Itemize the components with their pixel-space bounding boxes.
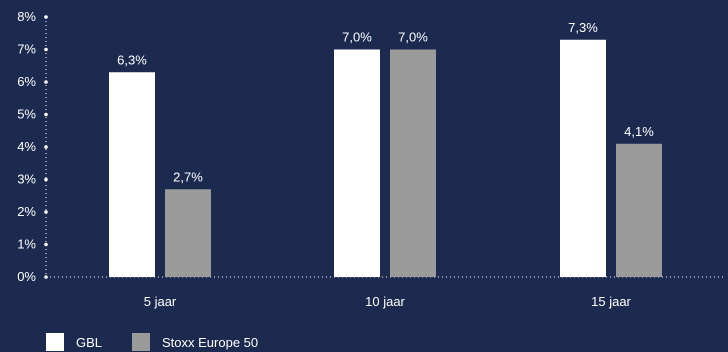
y-tick-label: 5% — [17, 107, 36, 122]
y-tick-dot — [44, 80, 48, 84]
bars — [109, 39, 662, 277]
y-tick-label: 1% — [17, 237, 36, 252]
y-tick-label: 7% — [17, 42, 36, 57]
bar — [616, 143, 662, 277]
y-tick-label: 8% — [17, 9, 36, 24]
legend-item-gbl: GBL — [46, 333, 102, 351]
x-category-label: 10 jaar — [365, 294, 405, 309]
legend: GBL Stoxx Europe 50 — [46, 333, 288, 351]
y-tick-label: 4% — [17, 139, 36, 154]
y-tick-label: 2% — [17, 204, 36, 219]
axes: 0% 1% 2% 3% 4% 5% 6% 7% 8% — [17, 9, 726, 284]
bar — [334, 49, 380, 277]
bar-chart: 0% 1% 2% 3% 4% 5% 6% 7% 8% 6,3% 2,7% 5 jaar 7,0% 7,0… — [17, 9, 726, 309]
y-tick-dot — [44, 210, 48, 214]
bar — [109, 72, 155, 277]
y-tick-dot — [44, 112, 48, 117]
y-tick-label: 0% — [17, 269, 36, 284]
legend-label-stoxx: Stoxx Europe 50 — [162, 334, 259, 350]
data-label: 4,1% — [624, 124, 654, 139]
legend-label-gbl: GBL — [76, 334, 103, 350]
bar — [165, 189, 211, 277]
data-label: 6,3% — [117, 52, 147, 67]
y-tick-label: 3% — [17, 172, 36, 187]
y-tick-dot — [44, 242, 48, 247]
data-label: 2,7% — [173, 169, 203, 184]
x-category-label: 5 jaar — [144, 294, 177, 309]
bar — [560, 39, 606, 277]
y-tick-dot — [44, 15, 48, 19]
y-tick-dot — [44, 145, 48, 149]
y-tick-dot — [44, 47, 48, 52]
x-category-label: 15 jaar — [591, 294, 631, 309]
y-tick-label: 6% — [17, 74, 36, 89]
y-tick-dot — [44, 177, 48, 182]
legend-swatch-gbl — [46, 333, 64, 351]
legend-swatch-stoxx — [132, 333, 151, 351]
labels: 6,3% 2,7% 5 jaar 7,0% 7,0% 10 jaar 7,3% 4,1% 15 … — [117, 20, 654, 309]
legend-item-stoxx: Stoxx Europe 50 — [132, 333, 258, 351]
data-label: 7,3% — [568, 20, 598, 35]
y-tick-dot — [44, 275, 48, 279]
data-label: 7,0% — [398, 30, 428, 45]
data-label: 7,0% — [342, 30, 372, 45]
bar — [390, 49, 436, 277]
